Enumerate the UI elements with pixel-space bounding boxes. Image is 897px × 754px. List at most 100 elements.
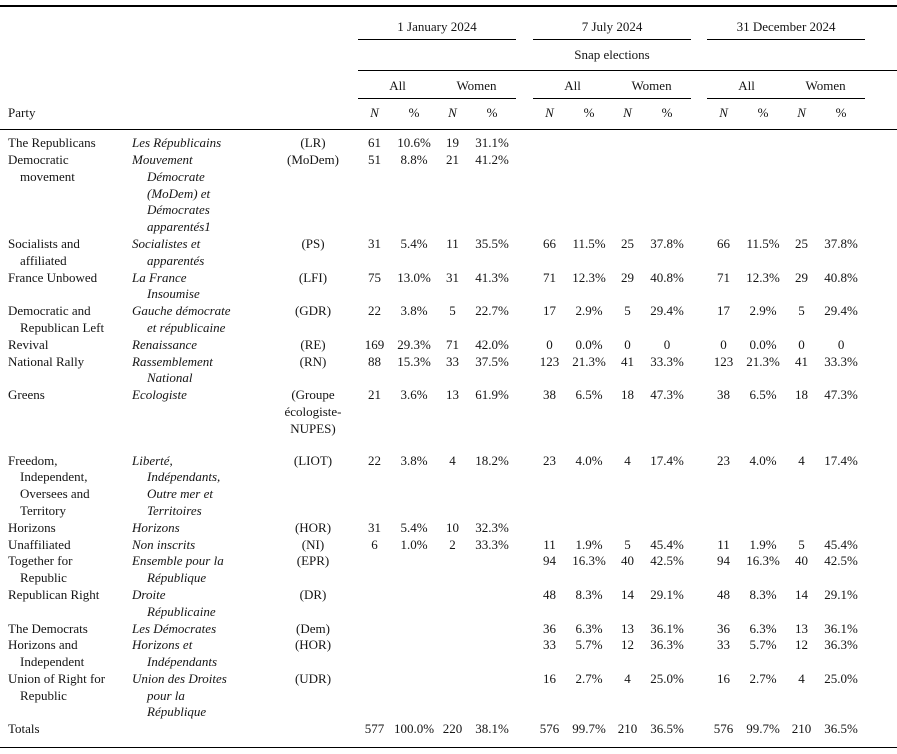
stat-jan-women-n: 4 [449, 452, 456, 468]
stat-jul-all-n: 123 [539, 353, 560, 369]
party-abbr [268, 721, 358, 747]
stat-jul-all-pct [566, 520, 612, 537]
party-abbr: (PS) [301, 235, 325, 251]
column-spacer [516, 98, 533, 131]
table-row: Revival Renaissance (RE) 169 29.3% 71 42… [0, 337, 897, 354]
stat-dec-women-pct: 36.5% [824, 721, 858, 737]
stat-dec-all-pct: 5.7% [749, 637, 777, 653]
stat-jul-all-pct: 4.0% [575, 452, 603, 468]
stat-jan-all-pct [391, 621, 437, 638]
column-spacer [691, 453, 707, 520]
stat-jan-all-n [358, 553, 391, 587]
stat-jan-women-pct: 31.1% [475, 135, 509, 151]
stat-jul-all-pct: 6.3% [575, 620, 603, 636]
stat-jul-women-n: 18 [621, 387, 634, 403]
stat-jul-women-n: 0 [624, 336, 631, 352]
header-row-subtitle: Snap elections [0, 39, 897, 71]
party-name-fr: Ensemble pour la République [132, 553, 224, 586]
column-spacer [865, 152, 897, 236]
col-header-women: Women [786, 70, 866, 100]
stat-jan-women-n [437, 621, 468, 638]
col-header-all: All [533, 70, 612, 100]
col-header-n: N [358, 98, 391, 131]
column-spacer [691, 520, 707, 537]
stat-jan-women-n: 5 [449, 303, 456, 319]
column-spacer [691, 721, 707, 747]
stat-jan-all-n: 31 [368, 519, 381, 535]
party-name-en: The Democrats [8, 620, 88, 636]
stat-jan-women-pct [468, 637, 516, 671]
stat-jan-women-pct [468, 621, 516, 638]
stat-jul-women-n: 13 [621, 620, 634, 636]
stat-dec-all-n: 71 [717, 269, 731, 285]
header-row-all-women: All Women All Women All Women [0, 70, 897, 100]
table-row: Republican Right Droite Républicaine (DR… [0, 587, 897, 621]
stat-dec-women-n: 210 [791, 721, 812, 737]
column-spacer [865, 98, 897, 131]
stat-jan-women-n: 11 [446, 235, 459, 251]
column-spacer [691, 130, 707, 152]
stat-jan-all-n [358, 671, 391, 721]
table-row: Union of Right for Republic Union des Dr… [0, 671, 897, 721]
column-spacer [516, 337, 533, 354]
col-header-all: All [358, 70, 437, 100]
stat-dec-women-pct: 25.0% [824, 670, 858, 686]
stat-jul-women-pct: 29.1% [650, 586, 684, 602]
party-name-en: France Unbowed [8, 269, 98, 285]
stat-dec-women-pct: 36.1% [824, 620, 858, 636]
party-name-fr: Les Démocrates [132, 620, 217, 636]
col-header-pct: % [391, 98, 437, 131]
stat-jul-all-pct: 12.3% [572, 269, 606, 285]
stat-jan-women-pct: 41.2% [475, 151, 509, 167]
stat-jul-women-n: 4 [624, 452, 631, 468]
stat-dec-all-n: 36 [717, 620, 731, 636]
column-spacer [691, 354, 707, 388]
table-row: Horizons Horizons (HOR) 31 5.4% 10 32.3% [0, 520, 897, 537]
column-spacer [691, 553, 707, 587]
party-name-en: National Rally [8, 353, 85, 369]
stat-jul-all-n: 94 [543, 553, 556, 569]
party-name-fr: Droite Républicaine [132, 586, 216, 619]
column-spacer [516, 671, 533, 721]
stat-jan-women-pct: 35.5% [475, 235, 509, 251]
stat-jul-women-n: 41 [621, 353, 634, 369]
stat-jul-women-n: 25 [621, 235, 634, 251]
stat-dec-women-pct: 29.4% [824, 303, 858, 319]
stat-jul-all-n: 38 [543, 387, 556, 403]
stat-jul-women-n: 210 [617, 721, 638, 737]
stat-dec-all-pct: 8.3% [749, 586, 777, 602]
stat-jan-all-pct [391, 587, 437, 621]
stat-jul-women-pct: 47.3% [650, 387, 684, 403]
stat-jan-women-n: 2 [449, 536, 456, 552]
col-header-pct: % [566, 98, 612, 131]
column-spacer [516, 621, 533, 638]
stat-dec-women-pct: 47.3% [824, 387, 858, 403]
stat-dec-all-n: 17 [717, 303, 731, 319]
party-composition-table: 1 January 2024 7 July 2024 31 December 2… [0, 5, 897, 749]
stat-dec-all-pct [740, 520, 786, 537]
col-header-all: All [707, 70, 787, 100]
column-spacer [865, 236, 897, 270]
stat-jul-women-n: 12 [621, 637, 634, 653]
stat-jul-women-n: 4 [624, 670, 631, 686]
party-name-fr: Liberté, Indépendants, Outre mer et Terr… [132, 452, 221, 518]
column-spacer [516, 70, 533, 99]
column-group-jul: 7 July 2024 [533, 6, 692, 40]
party-name-en: Democratic and Republican Left [8, 303, 105, 335]
col-header-n: N [533, 98, 566, 131]
stat-dec-women-pct: 0 [837, 336, 845, 352]
column-spacer [865, 387, 897, 452]
stat-dec-all-pct: 6.3% [749, 620, 777, 636]
column-spacer [516, 270, 533, 304]
stat-jan-women-n [437, 637, 468, 671]
column-spacer [865, 537, 897, 554]
column-spacer [865, 270, 897, 304]
stat-jan-all-pct: 3.8% [400, 452, 428, 468]
stat-dec-women-n: 13 [795, 620, 809, 636]
stat-jul-all-n: 33 [543, 637, 556, 653]
stat-dec-women-n [786, 152, 817, 236]
column-spacer [691, 70, 707, 99]
stat-jan-women-pct: 18.2% [475, 452, 509, 468]
stat-jul-all-n: 16 [543, 670, 556, 686]
stat-dec-women-pct: 29.1% [824, 586, 858, 602]
